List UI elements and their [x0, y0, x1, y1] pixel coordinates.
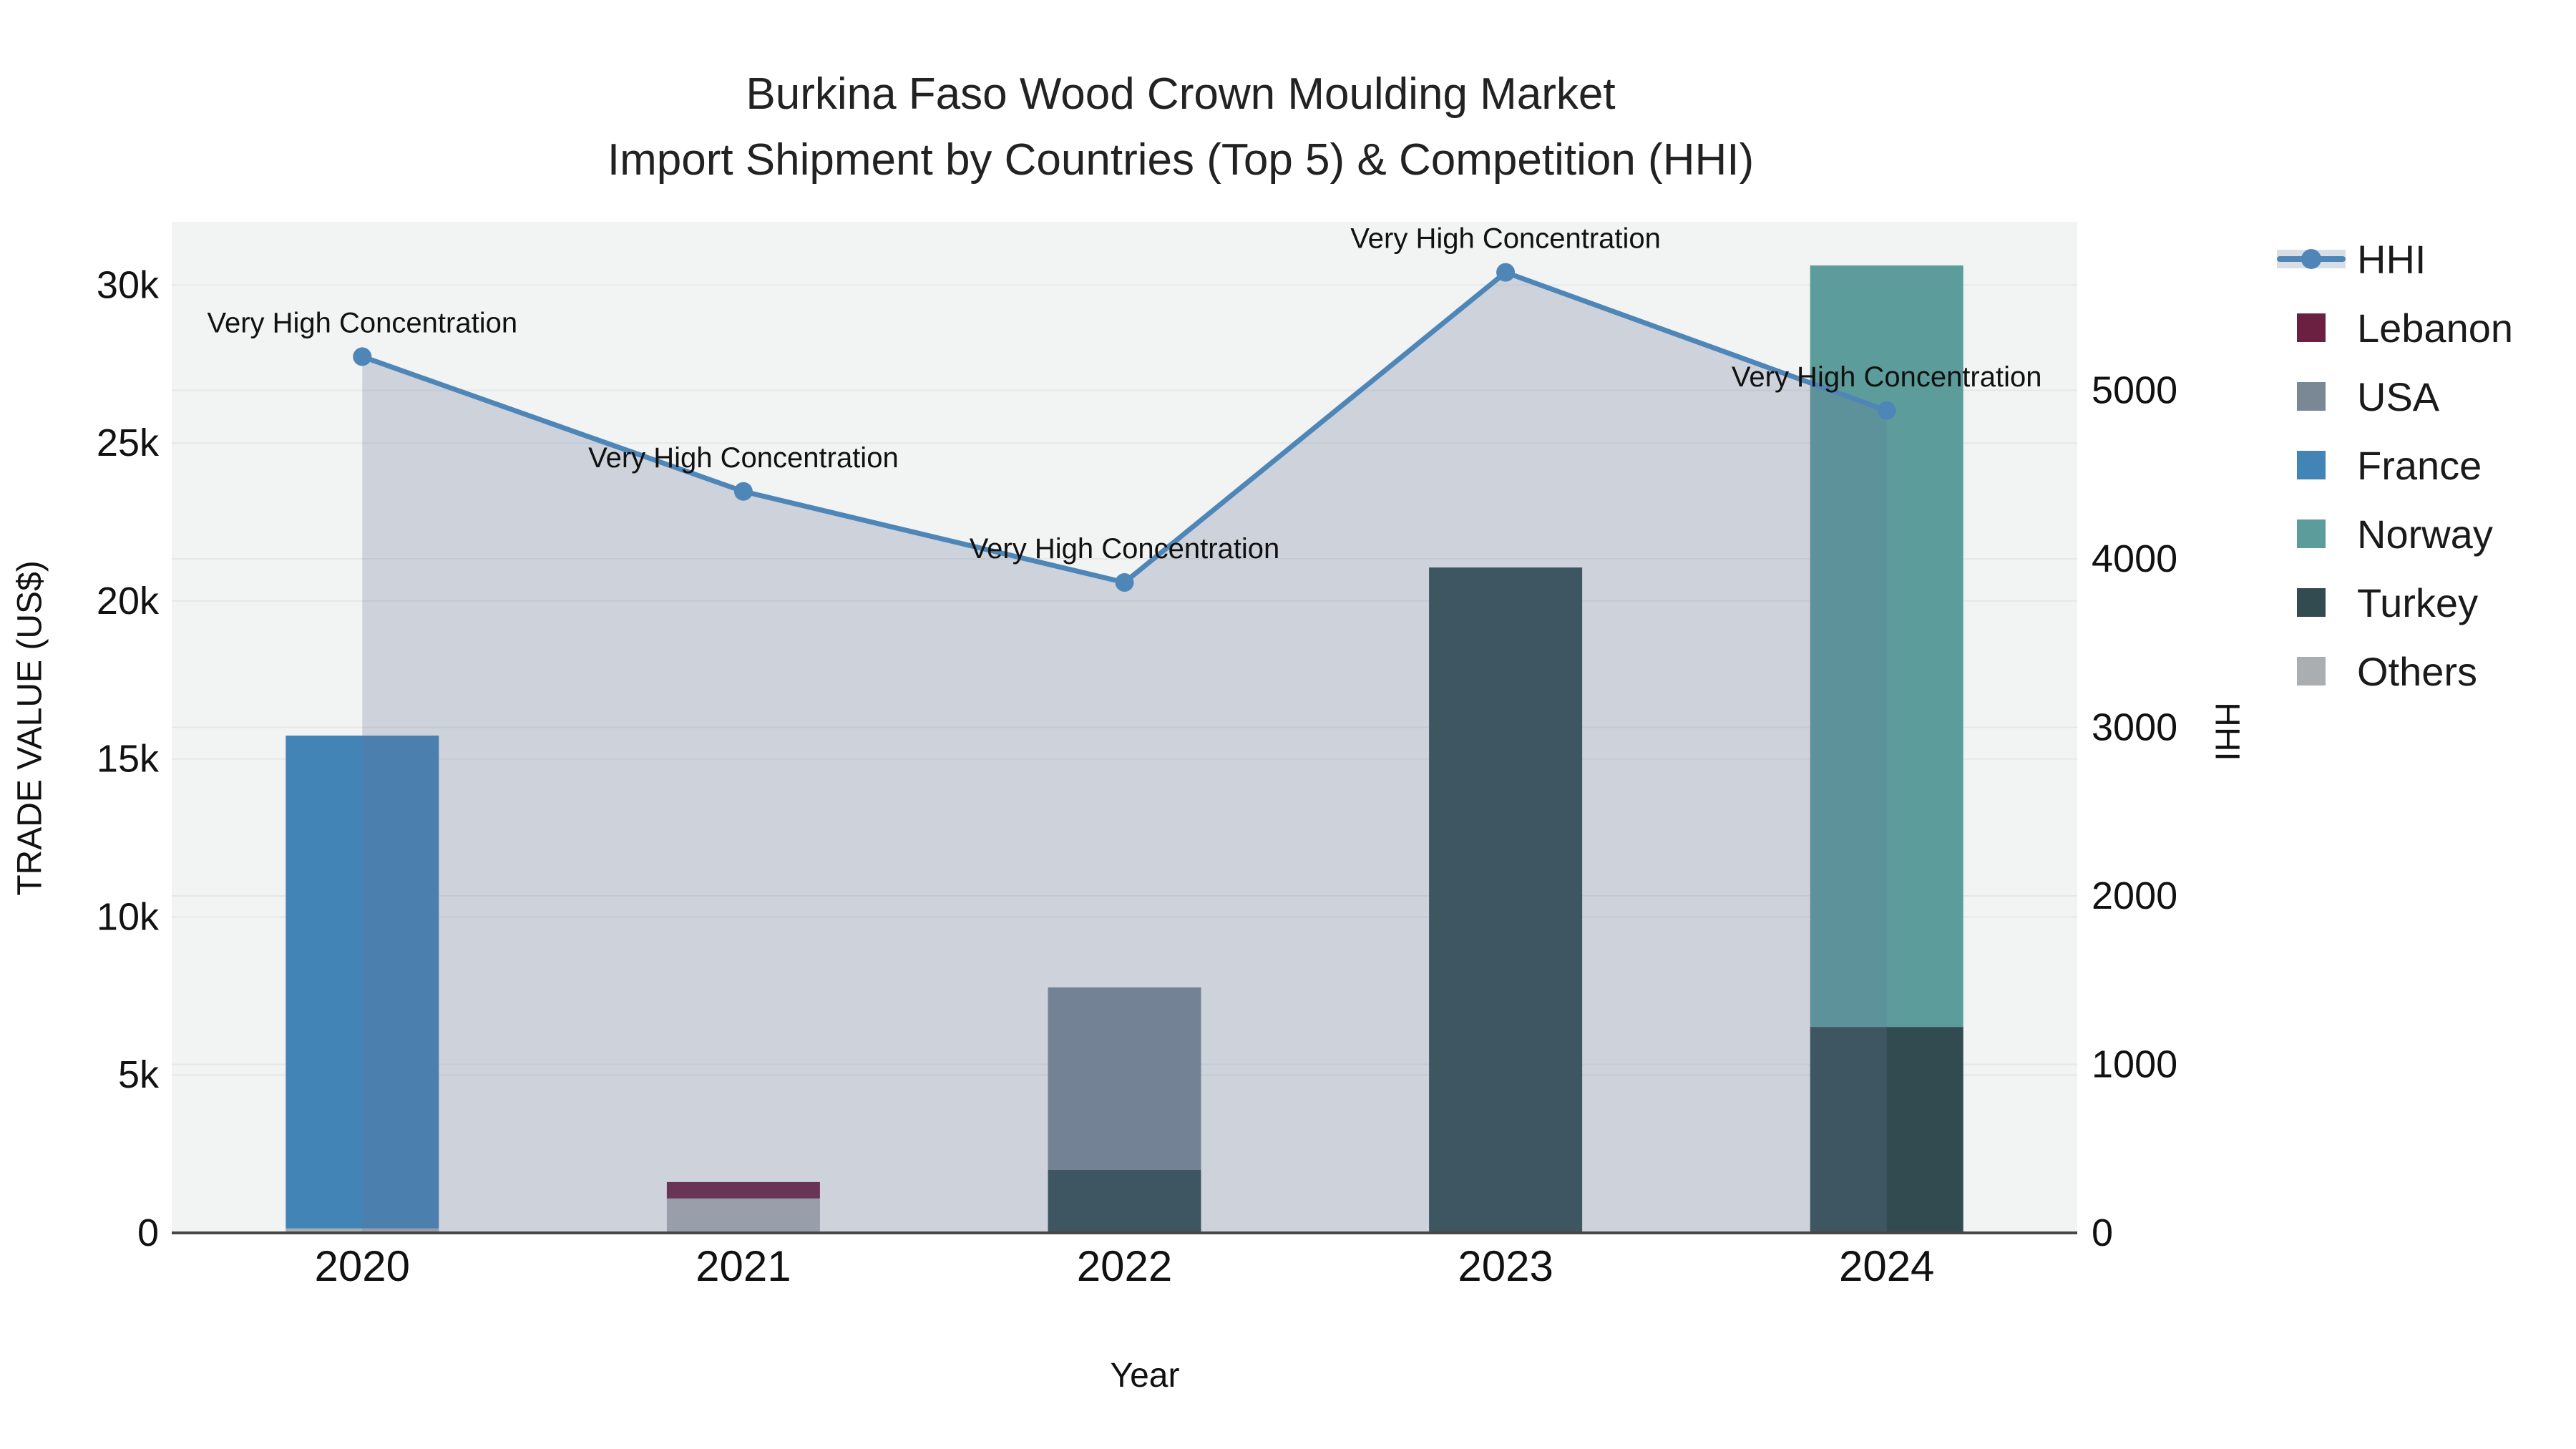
legend-line-swatch	[2275, 225, 2347, 293]
y-left-tick-25k: 25k	[97, 421, 160, 464]
hhi-marker-2024	[1877, 401, 1896, 420]
color-swatch-turkey	[2297, 588, 2326, 617]
legend-square-swatch	[2275, 499, 2347, 568]
bar-segment-turkey-2022	[1048, 1169, 1201, 1233]
y-left-tick-30k: 30k	[97, 263, 160, 306]
color-swatch-usa	[2297, 382, 2326, 411]
legend-square-swatch	[2275, 362, 2347, 431]
y-left-tick-10k: 10k	[97, 895, 160, 938]
color-swatch-norway	[2297, 519, 2326, 548]
legend-item-turkey[interactable]: Turkey	[2275, 568, 2513, 637]
legend-square-swatch	[2275, 293, 2347, 362]
legend-label: Turkey	[2357, 580, 2479, 625]
y-right-tick-0: 0	[2092, 1211, 2113, 1254]
annotation-2020: Very High Concentration	[208, 307, 518, 338]
annotation-2024: Very High Concentration	[1732, 361, 2042, 393]
chart-title-line2: Import Shipment by Countries (Top 5) & C…	[607, 135, 1755, 185]
legend-label: France	[2357, 442, 2482, 488]
color-swatch-france	[2297, 451, 2326, 479]
chart-title-line1: Burkina Faso Wood Crown Moulding Market	[746, 69, 1616, 119]
y-left-tick-20k: 20k	[97, 580, 160, 623]
legend-square-swatch	[2275, 637, 2347, 706]
x-tick-2020: 2020	[315, 1242, 410, 1290]
legend-item-hhi[interactable]: HHI	[2275, 225, 2513, 293]
legend: HHI Lebanon USA France Norway Turkey Others	[2275, 225, 2513, 706]
y-right-tick-2000: 2000	[2092, 874, 2177, 917]
annotation-2023: Very High Concentration	[1350, 223, 1661, 255]
chart-title: Burkina Faso Wood Crown Moulding Market …	[0, 62, 2361, 193]
x-tick-2021: 2021	[696, 1242, 791, 1290]
legend-item-usa[interactable]: USA	[2275, 362, 2513, 431]
legend-item-others[interactable]: Others	[2275, 637, 2513, 706]
legend-square-swatch	[2275, 568, 2347, 637]
y-axis-title-left: TRADE VALUE (US$)	[11, 560, 49, 896]
y-left-tick-15k: 15k	[97, 738, 160, 781]
hhi-marker-2021	[733, 482, 753, 501]
legend-item-lebanon[interactable]: Lebanon	[2275, 293, 2513, 362]
bar-segment-others-2020	[286, 1228, 439, 1233]
y-right-tick-3000: 3000	[2092, 706, 2177, 749]
hhi-area-fill	[362, 272, 1887, 1233]
x-tick-2022: 2022	[1077, 1242, 1172, 1290]
y-left-tick-0: 0	[137, 1211, 159, 1254]
color-swatch-lebanon	[2297, 313, 2326, 342]
color-swatch-others	[2297, 657, 2326, 686]
legend-label: USA	[2357, 374, 2440, 419]
bar-segment-others-2021	[666, 1198, 820, 1233]
bar-segment-france-2020	[286, 735, 439, 1229]
y-right-tick-5000: 5000	[2092, 369, 2177, 412]
x-tick-2023: 2023	[1458, 1242, 1553, 1290]
legend-label: HHI	[2357, 236, 2426, 282]
legend-item-france[interactable]: France	[2275, 431, 2513, 499]
legend-label: Others	[2357, 648, 2478, 694]
hhi-marker-2023	[1496, 263, 1516, 282]
y-right-tick-4000: 4000	[2092, 537, 2177, 580]
bar-segment-turkey-2023	[1429, 567, 1583, 1233]
legend-square-swatch	[2275, 431, 2347, 499]
bar-segment-usa-2022	[1048, 987, 1201, 1170]
bar-segment-lebanon-2021	[666, 1181, 820, 1199]
hhi-marker-swatch	[2301, 249, 2321, 269]
hhi-marker-2022	[1115, 572, 1134, 592]
legend-label: Norway	[2357, 511, 2493, 557]
x-tick-2024: 2024	[1839, 1242, 1934, 1290]
hhi-marker-2020	[353, 347, 372, 366]
annotation-2022: Very High Concentration	[970, 533, 1280, 565]
legend-item-norway[interactable]: Norway	[2275, 499, 2513, 568]
x-axis-title: Year	[1110, 1357, 1180, 1395]
y-left-tick-5k: 5k	[118, 1053, 160, 1096]
bar-segment-turkey-2024	[1810, 1027, 1963, 1233]
legend-label: Lebanon	[2357, 305, 2514, 351]
y-axis-title-right: HHI	[2207, 702, 2246, 761]
y-right-tick-1000: 1000	[2092, 1043, 2177, 1086]
annotation-2021: Very High Concentration	[588, 442, 899, 474]
